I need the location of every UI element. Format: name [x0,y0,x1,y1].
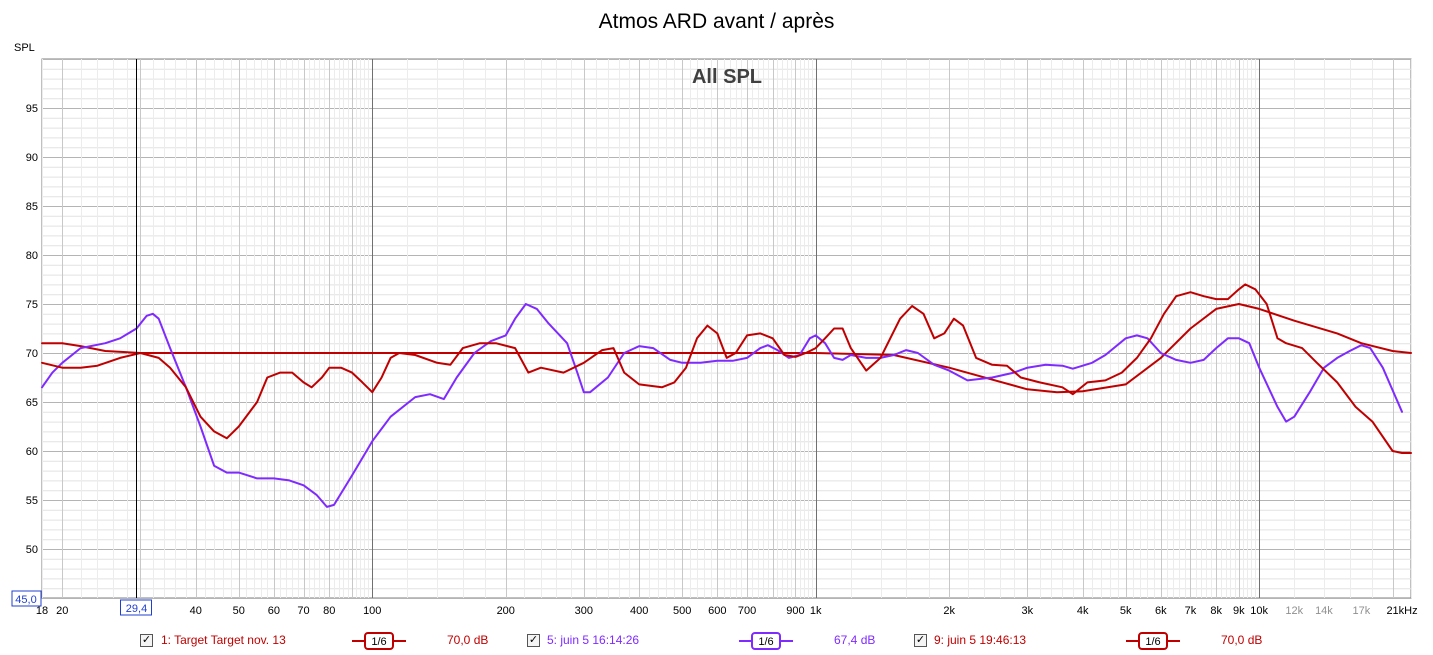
x-tick-label: 600 [708,605,726,617]
series-line-3 [41,283,1412,454]
series-5-swatch[interactable]: 1/6 [739,632,793,650]
x-tick-label: 10k [1250,605,1268,617]
axes: 50 55 60 65 70 75 80 85 90 95 18 20 40 50 60 70 80 100 200… [11,59,1418,617]
x-tick-label: 500 [673,605,691,617]
y-tick-label: 75 [26,299,38,311]
x-tick-label: 100 [363,605,381,617]
series-5-checkbox[interactable]: ✓ [527,634,540,647]
x-tick-label: 3k [1021,605,1033,617]
series-5-smoothing: 1/6 [758,636,773,648]
x-tick-label: 50 [233,605,245,617]
series-1-level: 70,0 dB [447,633,489,647]
cursor-y-label: 45,0 [15,594,36,606]
x-tick-label: 18 [36,605,48,617]
series-1-swatch[interactable]: 1/6 [352,632,406,650]
x-tick-label: 12k [1285,605,1303,617]
y-tick-label: 85 [26,201,38,213]
x-tick-label: 300 [575,605,593,617]
y-axis-label: SPL [14,42,35,54]
x-tick-label: 60 [268,605,280,617]
y-tick-label: 90 [26,152,38,164]
y-tick-label: 55 [26,495,38,507]
y-tick-label: 70 [26,348,38,360]
x-tick-label: 9k [1233,605,1245,617]
series-9-name: 9: juin 5 19:46:13 [934,633,1027,647]
series-9-swatch[interactable]: 1/6 [1126,632,1180,650]
series-1-name: 1: Target Target nov. 13 [161,633,286,647]
x-tick-label: 2k [943,605,955,617]
y-tick-label: 95 [26,103,38,115]
series-9-level: 70,0 dB [1221,633,1263,647]
series-1-checkbox[interactable]: ✓ [140,634,153,647]
series-9-smoothing: 1/6 [1145,636,1160,648]
series-line-2 [41,303,1403,508]
series-lines [41,283,1412,508]
plot-area [41,58,1412,599]
graph-label: All SPL [692,66,762,88]
x-tick-label: 7k [1185,605,1197,617]
x-tick-label: 8k [1210,605,1222,617]
x-tick-label: 14k [1315,605,1333,617]
chart-title: Atmos ARD avant / après [598,10,835,33]
y-tick-label: 80 [26,250,38,262]
x-tick-label: 400 [630,605,648,617]
cursor-y-box [11,590,42,607]
series-9-checkbox[interactable]: ✓ [914,634,927,647]
x-tick-label: 20 [56,605,68,617]
x-tick-label: 5k [1120,605,1132,617]
y-tick-label: 65 [26,397,38,409]
y-tick-label: 60 [26,446,38,458]
series-5-name: 5: juin 5 16:14:26 [547,633,640,647]
x-tick-label: 200 [497,605,515,617]
x-tick-label: 21kHz [1386,605,1417,617]
cursor-x-label: 29,4 [126,603,147,615]
x-tick-label: 70 [297,605,309,617]
grid [41,58,1412,599]
x-tick-label: 6k [1155,605,1167,617]
x-tick-label: 1k [810,605,822,617]
series-5-level: 67,4 dB [834,633,876,647]
cursor-x-box [120,599,152,616]
x-tick-label: 40 [190,605,202,617]
x-tick-label: 80 [323,605,335,617]
series-1-smoothing: 1/6 [371,636,386,648]
x-tick-label: 4k [1077,605,1089,617]
y-tick-label: 50 [26,544,38,556]
x-tick-label: 900 [786,605,804,617]
x-tick-label: 17k [1352,605,1370,617]
x-tick-label: 700 [738,605,756,617]
